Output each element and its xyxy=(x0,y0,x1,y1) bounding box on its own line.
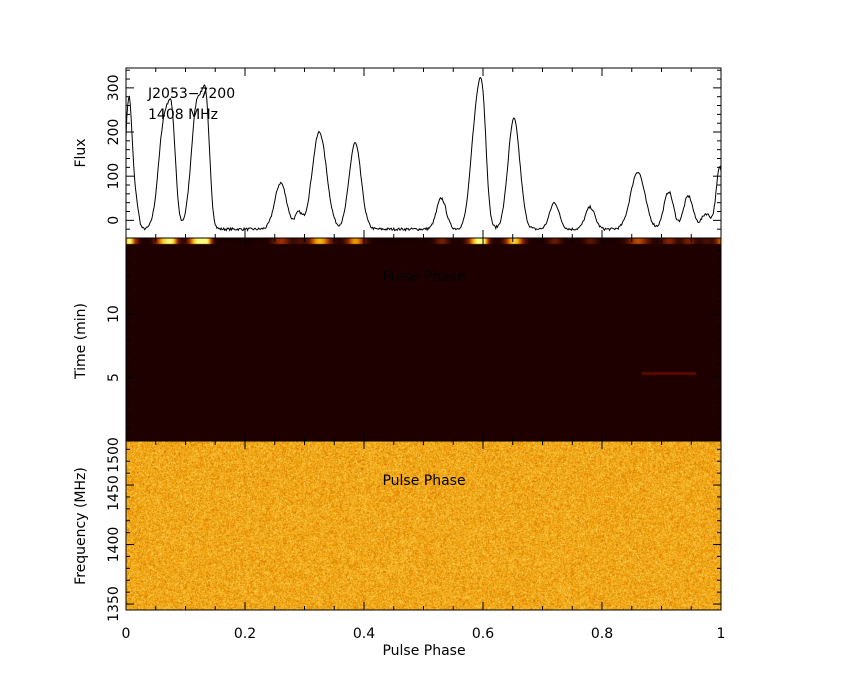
time-phase-heatmap xyxy=(126,238,721,441)
time-axis-label: Time (min) xyxy=(73,303,89,380)
x-tick-label: 0.8 xyxy=(591,626,613,642)
y-tick-label: 300 xyxy=(106,75,122,102)
y-tick-label: 100 xyxy=(106,163,122,190)
x-tick-label: 0.4 xyxy=(353,626,375,642)
y-tick-label: 1400 xyxy=(106,527,122,563)
axis-tick-labels: 0 0.2 0.4 0.6 0.8 101002003005101350140014501… xyxy=(106,75,725,642)
axis-ticks xyxy=(125,68,722,610)
frequency-axis-label: Frequency (MHz) xyxy=(73,467,89,585)
x-tick-label: 1 xyxy=(717,626,726,642)
source-frequency: 1408 MHz xyxy=(148,107,218,123)
x-tick-label: 0.6 xyxy=(472,626,494,642)
frequency-phase-heatmap xyxy=(126,441,721,610)
y-tick-label: 0 xyxy=(106,216,122,225)
y-tick-label: 200 xyxy=(106,119,122,146)
flux-axis-label: Flux xyxy=(73,138,89,167)
y-tick-label: 1350 xyxy=(106,586,122,622)
y-tick-label: 1500 xyxy=(106,437,122,473)
y-tick-label: 5 xyxy=(106,373,122,382)
pulse-profile-line xyxy=(125,76,722,232)
source-name: J2053−7200 xyxy=(147,86,235,102)
x-tick-label: 0.2 xyxy=(234,626,256,642)
y-tick-label: 1450 xyxy=(106,475,122,511)
y-tick-label: 10 xyxy=(106,305,122,323)
frequency-panel-overlay-label: Pulse Phase xyxy=(382,473,465,489)
time-panel-overlay-label: Pulse Phase xyxy=(382,269,465,285)
x-axis-label: Pulse Phase xyxy=(382,643,465,659)
x-tick-label: 0 xyxy=(122,626,131,642)
